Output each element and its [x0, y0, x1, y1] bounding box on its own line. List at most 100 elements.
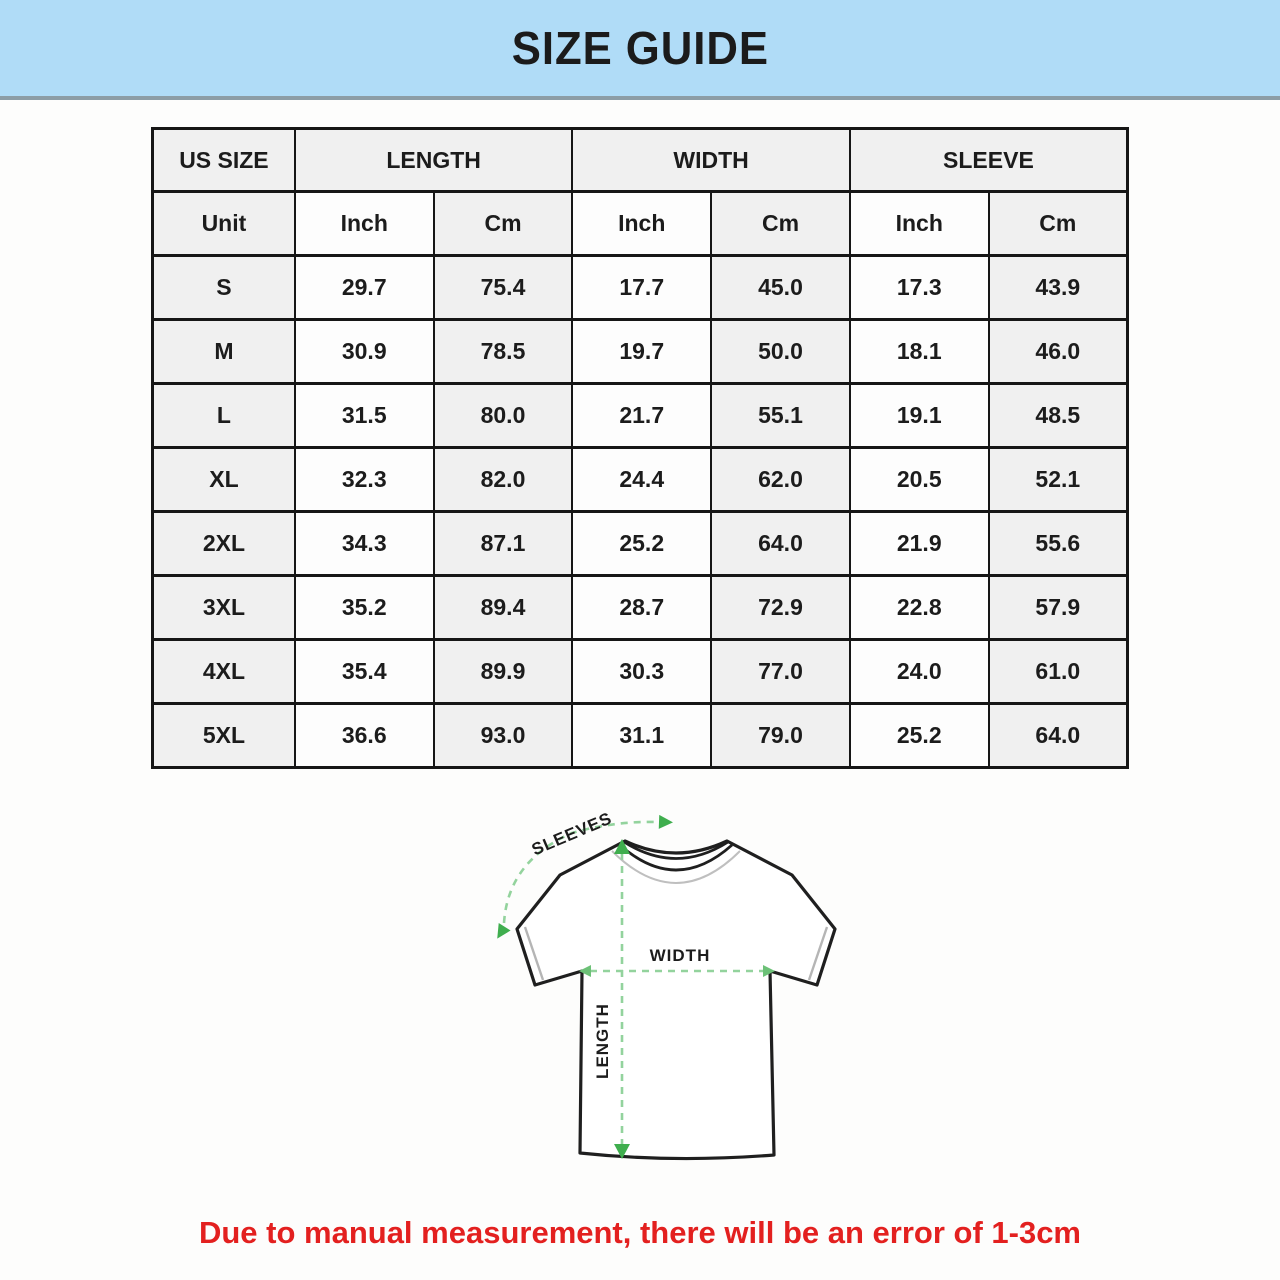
size-label-cell: L — [151, 382, 296, 449]
measurement-cell: 25.2 — [571, 510, 713, 577]
measurement-cell: 31.5 — [293, 382, 435, 449]
measurement-cell: 17.7 — [571, 254, 713, 321]
size-label-cell: 3XL — [151, 574, 296, 641]
diagram-label-width: WIDTH — [650, 946, 711, 965]
measurement-cell: 19.7 — [571, 318, 713, 385]
measurement-cell: 62.0 — [710, 446, 851, 513]
measurement-cell: 57.9 — [987, 574, 1129, 641]
measurement-cell: 78.5 — [432, 318, 574, 385]
unit-cell: Inch — [293, 190, 435, 257]
measurement-cell: 30.3 — [571, 638, 713, 705]
measurement-cell: 28.7 — [571, 574, 713, 641]
measurement-cell: 89.4 — [432, 574, 574, 641]
measurement-cell: 24.4 — [571, 446, 713, 513]
measurement-cell: 55.1 — [710, 382, 851, 449]
measurement-cell: 72.9 — [710, 574, 851, 641]
size-table-body: US SIZE LENGTH WIDTH SLEEVE Unit Inch Cm Inch Cm… — [151, 127, 1129, 769]
size-table-wrapper: US SIZE LENGTH WIDTH SLEEVE Unit Inch Cm Inch Cm… — [0, 127, 1280, 769]
diagram-label-length: LENGTH — [593, 1003, 612, 1079]
table-row: M 30.9 78.5 19.7 50.0 18.1 46.0 — [151, 318, 1129, 385]
table-group-header-row: US SIZE LENGTH WIDTH SLEEVE — [151, 127, 1129, 193]
measurement-cell: 64.0 — [710, 510, 851, 577]
measurement-cell: 35.2 — [293, 574, 435, 641]
table-row: 3XL 35.2 89.4 28.7 72.9 22.8 57.9 — [151, 574, 1129, 641]
measurement-cell: 93.0 — [432, 702, 574, 769]
measurement-cell: 61.0 — [987, 638, 1129, 705]
measurement-cell: 29.7 — [293, 254, 435, 321]
measurement-cell: 35.4 — [293, 638, 435, 705]
length-arrowhead-top — [614, 839, 630, 854]
measurement-cell: 82.0 — [432, 446, 574, 513]
table-unit-row: Unit Inch Cm Inch Cm Inch Cm — [151, 190, 1129, 257]
measurement-cell: 32.3 — [293, 446, 435, 513]
collar-arc-front — [619, 843, 733, 872]
unit-cell: Inch — [571, 190, 713, 257]
sleeves-measure-curve — [502, 820, 657, 924]
collar-arc-back — [611, 850, 741, 884]
size-guide-banner: SIZE GUIDE — [0, 0, 1280, 100]
size-label-cell: XL — [151, 446, 296, 513]
table-row: L 31.5 80.0 21.7 55.1 19.1 48.5 — [151, 382, 1129, 449]
measurement-cell: 50.0 — [710, 318, 851, 385]
column-group-header: LENGTH — [293, 127, 574, 193]
unit-label-cell: Unit — [151, 190, 296, 257]
sleeves-arrowhead-end — [497, 923, 511, 939]
measurement-cell: 75.4 — [432, 254, 574, 321]
measurement-cell: 18.1 — [848, 318, 990, 385]
unit-cell: Cm — [432, 190, 574, 257]
size-label-cell: 5XL — [151, 702, 296, 769]
measurement-cell: 21.7 — [571, 382, 713, 449]
width-arrowhead-left — [579, 965, 591, 977]
measurement-cell: 34.3 — [293, 510, 435, 577]
measurement-cell: 24.0 — [848, 638, 990, 705]
measurement-cell: 20.5 — [848, 446, 990, 513]
measurement-cell: 19.1 — [848, 382, 990, 449]
size-label-cell: M — [151, 318, 296, 385]
measurement-cell: 30.9 — [293, 318, 435, 385]
table-row: 2XL 34.3 87.1 25.2 64.0 21.9 55.6 — [151, 510, 1129, 577]
table-row: S 29.7 75.4 17.7 45.0 17.3 43.9 — [151, 254, 1129, 321]
left-sleeve-seam — [523, 926, 545, 981]
measurement-cell: 55.6 — [987, 510, 1129, 577]
measurement-cell: 36.6 — [293, 702, 435, 769]
measurement-cell: 21.9 — [848, 510, 990, 577]
length-arrowhead-bottom — [614, 1144, 630, 1159]
size-label-cell: S — [151, 254, 296, 321]
unit-cell: Cm — [710, 190, 851, 257]
measurement-cell: 77.0 — [710, 638, 851, 705]
table-row: 5XL 36.6 93.0 31.1 79.0 25.2 64.0 — [151, 702, 1129, 769]
measurement-cell: 64.0 — [987, 702, 1129, 769]
width-arrowhead-right — [763, 965, 775, 977]
measurement-note: Due to manual measurement, there will be… — [198, 1215, 1082, 1250]
sleeves-arrowhead-collar — [658, 814, 673, 829]
measurement-cell: 87.1 — [432, 510, 574, 577]
tshirt-diagram: SLEEVES WIDTH LENGTH — [497, 809, 837, 1161]
measurement-cell: 48.5 — [987, 382, 1129, 449]
size-label-cell: 4XL — [151, 638, 296, 705]
collar-arc-top — [623, 840, 729, 860]
tshirt-outline — [515, 839, 837, 1161]
column-group-header: WIDTH — [571, 127, 851, 193]
column-group-header: US SIZE — [151, 127, 296, 193]
page-title: SIZE GUIDE — [511, 22, 769, 74]
measurement-cell: 22.8 — [848, 574, 990, 641]
measurement-cell: 17.3 — [848, 254, 990, 321]
table-row: XL 32.3 82.0 24.4 62.0 20.5 52.1 — [151, 446, 1129, 513]
measurement-cell: 25.2 — [848, 702, 990, 769]
content: US SIZE LENGTH WIDTH SLEEVE Unit Inch Cm Inch Cm… — [0, 127, 1280, 1251]
measurement-cell: 80.0 — [432, 382, 574, 449]
unit-cell: Inch — [848, 190, 990, 257]
size-table: US SIZE LENGTH WIDTH SLEEVE Unit Inch Cm Inch Cm… — [151, 127, 1129, 769]
measurement-cell: 45.0 — [710, 254, 851, 321]
column-group-header: SLEEVE — [848, 127, 1129, 193]
measurement-cell: 31.1 — [571, 702, 713, 769]
table-row: 4XL 35.4 89.9 30.3 77.0 24.0 61.0 — [151, 638, 1129, 705]
measurement-cell: 46.0 — [987, 318, 1129, 385]
measurement-cell: 79.0 — [710, 702, 851, 769]
measurement-cell: 89.9 — [432, 638, 574, 705]
measurement-cell: 52.1 — [987, 446, 1129, 513]
size-label-cell: 2XL — [151, 510, 296, 577]
unit-cell: Cm — [987, 190, 1129, 257]
measurement-cell: 43.9 — [987, 254, 1129, 321]
